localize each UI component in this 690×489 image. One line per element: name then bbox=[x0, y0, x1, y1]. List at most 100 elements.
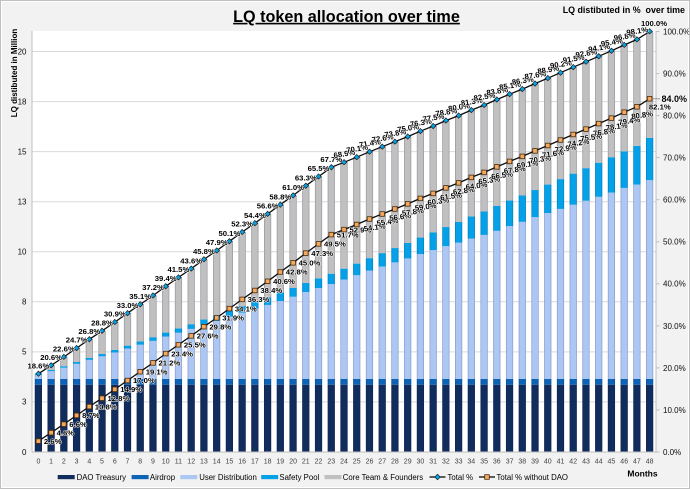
svg-text:60.0%: 60.0% bbox=[663, 196, 686, 205]
svg-text:57.8%: 57.8% bbox=[401, 206, 424, 218]
svg-text:30.9%: 30.9% bbox=[104, 310, 126, 319]
svg-text:46: 46 bbox=[620, 459, 628, 466]
svg-text:Airdrop: Airdrop bbox=[150, 473, 176, 482]
svg-text:50.0%: 50.0% bbox=[663, 238, 686, 247]
svg-text:2: 2 bbox=[62, 459, 66, 466]
svg-text:25.5%: 25.5% bbox=[184, 341, 206, 350]
svg-text:31: 31 bbox=[429, 459, 437, 466]
svg-text:64.0%: 64.0% bbox=[465, 180, 488, 192]
svg-text:29.8%: 29.8% bbox=[209, 322, 231, 331]
svg-text:83.8%: 83.8% bbox=[486, 85, 509, 97]
svg-text:67.8%: 67.8% bbox=[503, 164, 526, 176]
svg-text:81.3%: 81.3% bbox=[460, 96, 483, 108]
svg-text:20: 20 bbox=[18, 47, 27, 56]
svg-text:22: 22 bbox=[315, 459, 323, 466]
svg-text:71.6%: 71.6% bbox=[542, 148, 565, 160]
svg-text:96.8%: 96.8% bbox=[613, 30, 636, 42]
svg-text:54.4%: 54.4% bbox=[244, 211, 266, 220]
svg-text:69.1%: 69.1% bbox=[516, 158, 539, 170]
svg-text:61.5%: 61.5% bbox=[440, 190, 463, 202]
svg-text:10.8%: 10.8% bbox=[95, 402, 117, 411]
svg-text:LQ distibuted in Million: LQ distibuted in Million bbox=[10, 29, 19, 118]
svg-text:47.9%: 47.9% bbox=[206, 238, 228, 247]
svg-text:75.5%: 75.5% bbox=[580, 132, 603, 144]
svg-text:41: 41 bbox=[557, 459, 565, 466]
svg-text:73.8%: 73.8% bbox=[384, 127, 407, 139]
svg-text:52.9%: 52.9% bbox=[350, 225, 372, 234]
svg-text:85.1%: 85.1% bbox=[499, 80, 522, 92]
svg-text:41.5%: 41.5% bbox=[167, 265, 189, 274]
svg-text:33.0%: 33.0% bbox=[117, 301, 139, 310]
svg-text:78.8%: 78.8% bbox=[435, 106, 458, 118]
svg-text:40.6%: 40.6% bbox=[273, 277, 295, 286]
svg-text:9: 9 bbox=[151, 459, 155, 466]
svg-text:100.0%: 100.0% bbox=[663, 27, 690, 36]
svg-text:6: 6 bbox=[113, 459, 117, 466]
svg-text:23: 23 bbox=[327, 459, 335, 466]
svg-text:5: 5 bbox=[100, 459, 104, 466]
svg-text:0: 0 bbox=[36, 459, 40, 466]
svg-text:68.9%: 68.9% bbox=[333, 148, 356, 160]
svg-text:84.0%: 84.0% bbox=[662, 94, 688, 104]
svg-text:30: 30 bbox=[417, 459, 425, 466]
svg-text:15: 15 bbox=[226, 459, 234, 466]
svg-text:44: 44 bbox=[595, 459, 603, 466]
svg-text:67.7%: 67.7% bbox=[320, 155, 342, 164]
svg-text:86.3%: 86.3% bbox=[511, 75, 534, 87]
svg-text:8: 8 bbox=[22, 298, 27, 307]
svg-text:78.1%: 78.1% bbox=[605, 121, 628, 133]
svg-text:34.1%: 34.1% bbox=[235, 304, 257, 313]
svg-text:79.4%: 79.4% bbox=[618, 115, 641, 127]
svg-text:56.6%: 56.6% bbox=[257, 202, 279, 211]
svg-text:16: 16 bbox=[238, 459, 246, 466]
svg-text:37: 37 bbox=[506, 459, 514, 466]
svg-text:51.7%: 51.7% bbox=[337, 230, 359, 239]
svg-text:8: 8 bbox=[138, 459, 142, 466]
svg-text:0.0%: 0.0% bbox=[663, 448, 681, 457]
svg-text:72.6%: 72.6% bbox=[371, 132, 394, 144]
svg-text:48: 48 bbox=[646, 459, 654, 466]
svg-text:47: 47 bbox=[633, 459, 641, 466]
svg-text:Core Team & Founders: Core Team & Founders bbox=[343, 473, 424, 482]
svg-text:56.6%: 56.6% bbox=[389, 211, 412, 223]
svg-text:20.6%: 20.6% bbox=[40, 353, 62, 362]
svg-text:50.1%: 50.1% bbox=[218, 229, 240, 238]
svg-text:13: 13 bbox=[18, 198, 27, 207]
svg-text:59.0%: 59.0% bbox=[414, 201, 437, 213]
svg-text:75.0%: 75.0% bbox=[397, 122, 420, 134]
svg-text:31.9%: 31.9% bbox=[222, 314, 244, 323]
svg-text:95.4%: 95.4% bbox=[600, 36, 623, 48]
svg-text:35: 35 bbox=[480, 459, 488, 466]
svg-text:6.6%: 6.6% bbox=[69, 420, 87, 429]
svg-text:Months: Months bbox=[627, 469, 657, 479]
svg-text:0: 0 bbox=[22, 448, 27, 457]
svg-text:Total %: Total % bbox=[448, 473, 474, 482]
svg-text:12.8%: 12.8% bbox=[108, 394, 130, 403]
svg-text:82.5%: 82.5% bbox=[473, 91, 496, 103]
svg-text:70.1%: 70.1% bbox=[346, 143, 369, 155]
svg-text:43.6%: 43.6% bbox=[180, 256, 202, 265]
svg-text:15: 15 bbox=[18, 147, 27, 156]
svg-text:27: 27 bbox=[378, 459, 386, 466]
svg-text:32: 32 bbox=[442, 459, 450, 466]
svg-text:80.8%: 80.8% bbox=[631, 109, 654, 121]
svg-text:36.3%: 36.3% bbox=[248, 295, 270, 304]
svg-text:58.8%: 58.8% bbox=[269, 192, 291, 201]
svg-text:17: 17 bbox=[251, 459, 259, 466]
svg-text:25: 25 bbox=[353, 459, 361, 466]
svg-text:LQ distibuted in % over time: LQ distibuted in % over time bbox=[563, 5, 685, 15]
svg-text:21: 21 bbox=[302, 459, 310, 466]
svg-text:47.3%: 47.3% bbox=[311, 249, 333, 258]
svg-text:38: 38 bbox=[518, 459, 526, 466]
svg-text:10: 10 bbox=[162, 459, 170, 466]
svg-text:28: 28 bbox=[391, 459, 399, 466]
svg-text:12: 12 bbox=[187, 459, 195, 466]
svg-text:88.9%: 88.9% bbox=[537, 64, 560, 76]
svg-text:27.6%: 27.6% bbox=[197, 332, 219, 341]
svg-text:19: 19 bbox=[276, 459, 284, 466]
svg-text:52.3%: 52.3% bbox=[231, 220, 253, 229]
svg-text:61.0%: 61.0% bbox=[282, 183, 304, 192]
svg-text:Safety Pool: Safety Pool bbox=[279, 473, 319, 482]
svg-text:3: 3 bbox=[75, 459, 79, 466]
svg-text:Total % without DAO: Total % without DAO bbox=[497, 473, 569, 482]
